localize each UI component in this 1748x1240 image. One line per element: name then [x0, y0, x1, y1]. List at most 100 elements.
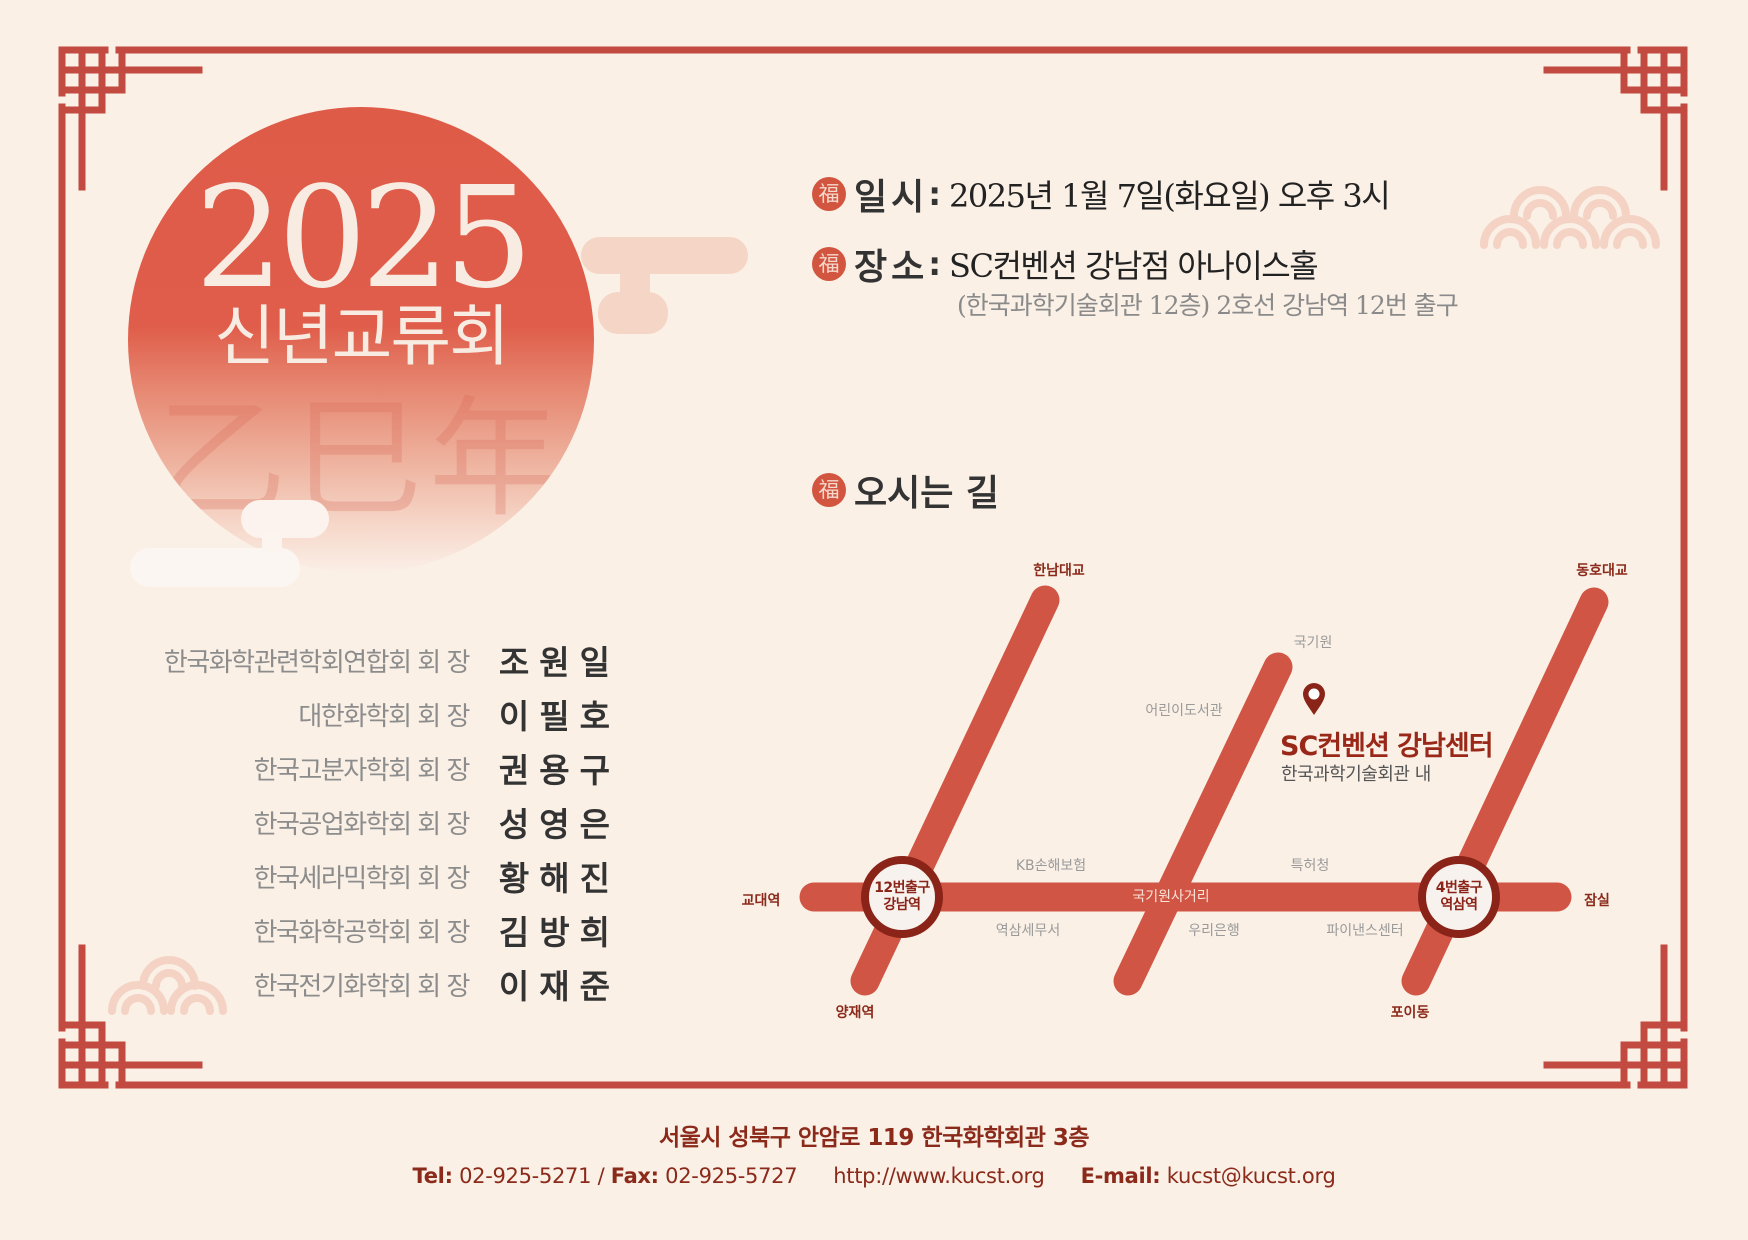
venue-subtitle: 한국과학기술회관 내 [1281, 764, 1431, 785]
footer-contact: Tel: 02-925-5271 / Fax: 02-925-5727 http:… [0, 1164, 1748, 1188]
fax-value: 02-925-5727 [665, 1164, 798, 1188]
zodiac-watermark: 乙巳年 [156, 383, 565, 535]
datetime-value: 2025년 1월 7일(화요일) 오후 3시 [949, 177, 1391, 215]
station-yeoksam: 4번출구 역삼역 [1418, 856, 1500, 938]
wave-ornament [108, 981, 168, 1015]
wave-ornament [180, 994, 214, 1015]
host-organization: 한국고분자학회 회 장 [253, 755, 471, 786]
cloud-ornament [262, 532, 282, 552]
wave-ornament [152, 969, 186, 990]
wave-ornament [139, 956, 199, 990]
venue-detail: (한국과학기술회관 12층) 2호선 강남역 12번 출구 [957, 291, 1459, 320]
colon: : [928, 175, 942, 213]
host-name: 권용구 [498, 751, 620, 790]
host-name: 황해진 [498, 859, 620, 898]
road-kukkiwon [1113, 652, 1293, 996]
host-row: 한국화학관련학회연합회 회 장 조원일 [100, 638, 620, 682]
landmark-intersection: 국기원사거리 [1132, 889, 1210, 905]
station-exit: 4번출구 [1435, 880, 1483, 896]
station-name: 강남역 [883, 897, 921, 913]
wave-ornament [1493, 228, 1527, 249]
label-dongho: 동호대교 [1576, 563, 1628, 579]
cloud-ornament [581, 237, 748, 274]
cloud-ornament [130, 548, 300, 587]
landmark-kb: KB손해보험 [1015, 858, 1087, 874]
venue-value: SC컨벤션 강남점 아나이스홀 [949, 247, 1319, 285]
tel-value: 02-925-5271 [459, 1164, 592, 1188]
host-name: 성영은 [498, 805, 620, 844]
event-title: 신년교류회 [214, 298, 510, 375]
venue-name: SC컨벤션 강남센터 [1280, 731, 1494, 762]
landmark-finance: 파이낸스센터 [1326, 923, 1404, 939]
cloud-ornament [620, 270, 650, 296]
footer-address: 서울시 성북구 안암로 119 한국화학회관 3층 [658, 1125, 1090, 1151]
separator: / [597, 1164, 605, 1188]
label-jamsil: 잠실 [1584, 893, 1610, 909]
directions-heading: 福 오시는 길 [812, 464, 999, 516]
host-row: 한국공업화학회 회 장 성영은 [100, 800, 620, 844]
fax-label: Fax: [610, 1164, 659, 1188]
wave-ornament [1523, 199, 1557, 220]
label-poi: 포이동 [1390, 1005, 1430, 1021]
label-hannam: 한남대교 [1033, 563, 1085, 579]
wave-ornament [1570, 186, 1630, 220]
info-venue: 福 장소: SC컨벤션 강남점 아나이스홀 [812, 238, 1319, 290]
wave-ornament [1480, 215, 1540, 249]
landmark-patent: 특허청 [1290, 858, 1330, 874]
landmark-kukkiwon: 국기원 [1293, 635, 1333, 651]
corner-fret-ornament [58, 46, 203, 191]
landmark-woori: 우리은행 [1188, 923, 1240, 939]
host-row: 한국세라믹학회 회 장 황해진 [100, 854, 620, 898]
email-link[interactable]: kucst@kucst.org [1166, 1164, 1336, 1188]
host-organization: 한국화학공학회 회 장 [253, 917, 471, 948]
fortune-icon: 福 [812, 247, 846, 281]
venue-label: 장소 [854, 247, 929, 288]
corner-fret-ornament [1543, 46, 1688, 191]
label-yangjae: 양재역 [835, 1005, 875, 1021]
host-name: 이필호 [498, 697, 620, 736]
landmark-tax-office: 역삼세무서 [995, 923, 1061, 939]
location-pin-icon [1303, 683, 1325, 715]
colon: : [928, 245, 942, 283]
wave-ornament [1540, 215, 1600, 249]
host-organization: 한국전기화학회 회 장 [253, 971, 471, 1002]
fortune-icon: 福 [812, 473, 846, 507]
hero-circle: 乙巳年 2025 신년교류회 [128, 107, 594, 573]
host-name: 조원일 [498, 643, 620, 682]
corner-fret-ornament [1543, 944, 1688, 1089]
cloud-ornament [241, 500, 329, 538]
host-row: 한국화학공학회 회 장 김방희 [100, 908, 620, 952]
wave-ornament [167, 981, 227, 1015]
host-name: 김방희 [498, 913, 620, 952]
wave-ornament [1510, 186, 1570, 220]
host-organization: 한국공업화학회 회 장 [253, 809, 471, 840]
station-name: 역삼역 [1440, 897, 1478, 913]
station-exit: 12번출구 [874, 880, 930, 896]
directions-title: 오시는 길 [854, 473, 1000, 514]
fortune-icon: 福 [812, 177, 846, 211]
wave-ornament [1583, 199, 1617, 220]
host-row: 한국고분자학회 회 장 권용구 [100, 746, 620, 790]
host-organization: 한국화학관련학회연합회 회 장 [163, 647, 470, 678]
wave-ornament [1553, 228, 1587, 249]
host-organization: 대한화학회 회 장 [298, 701, 470, 732]
corner-fret-ornament [58, 944, 203, 1089]
host-organization: 한국세라믹학회 회 장 [253, 863, 471, 894]
wave-ornament [1613, 228, 1647, 249]
info-datetime: 福 일시: 2025년 1월 7일(화요일) 오후 3시 [812, 168, 1391, 220]
station-gangnam: 12번출구 강남역 [861, 856, 943, 938]
host-row: 대한화학회 회 장 이필호 [100, 692, 620, 736]
website-link[interactable]: http://www.kucst.org [833, 1164, 1045, 1188]
event-year: 2025 [194, 157, 533, 320]
host-name: 이재준 [498, 967, 620, 1006]
wave-ornament [121, 994, 155, 1015]
datetime-label: 일시 [854, 177, 929, 218]
label-gyodae: 교대역 [741, 893, 781, 909]
landmark-library: 어린이도서관 [1145, 703, 1223, 719]
email-label: E-mail: [1080, 1164, 1161, 1188]
host-row: 한국전기화학회 회 장 이재준 [100, 962, 620, 1006]
wave-ornament [1600, 215, 1660, 249]
cloud-ornament [598, 292, 668, 334]
